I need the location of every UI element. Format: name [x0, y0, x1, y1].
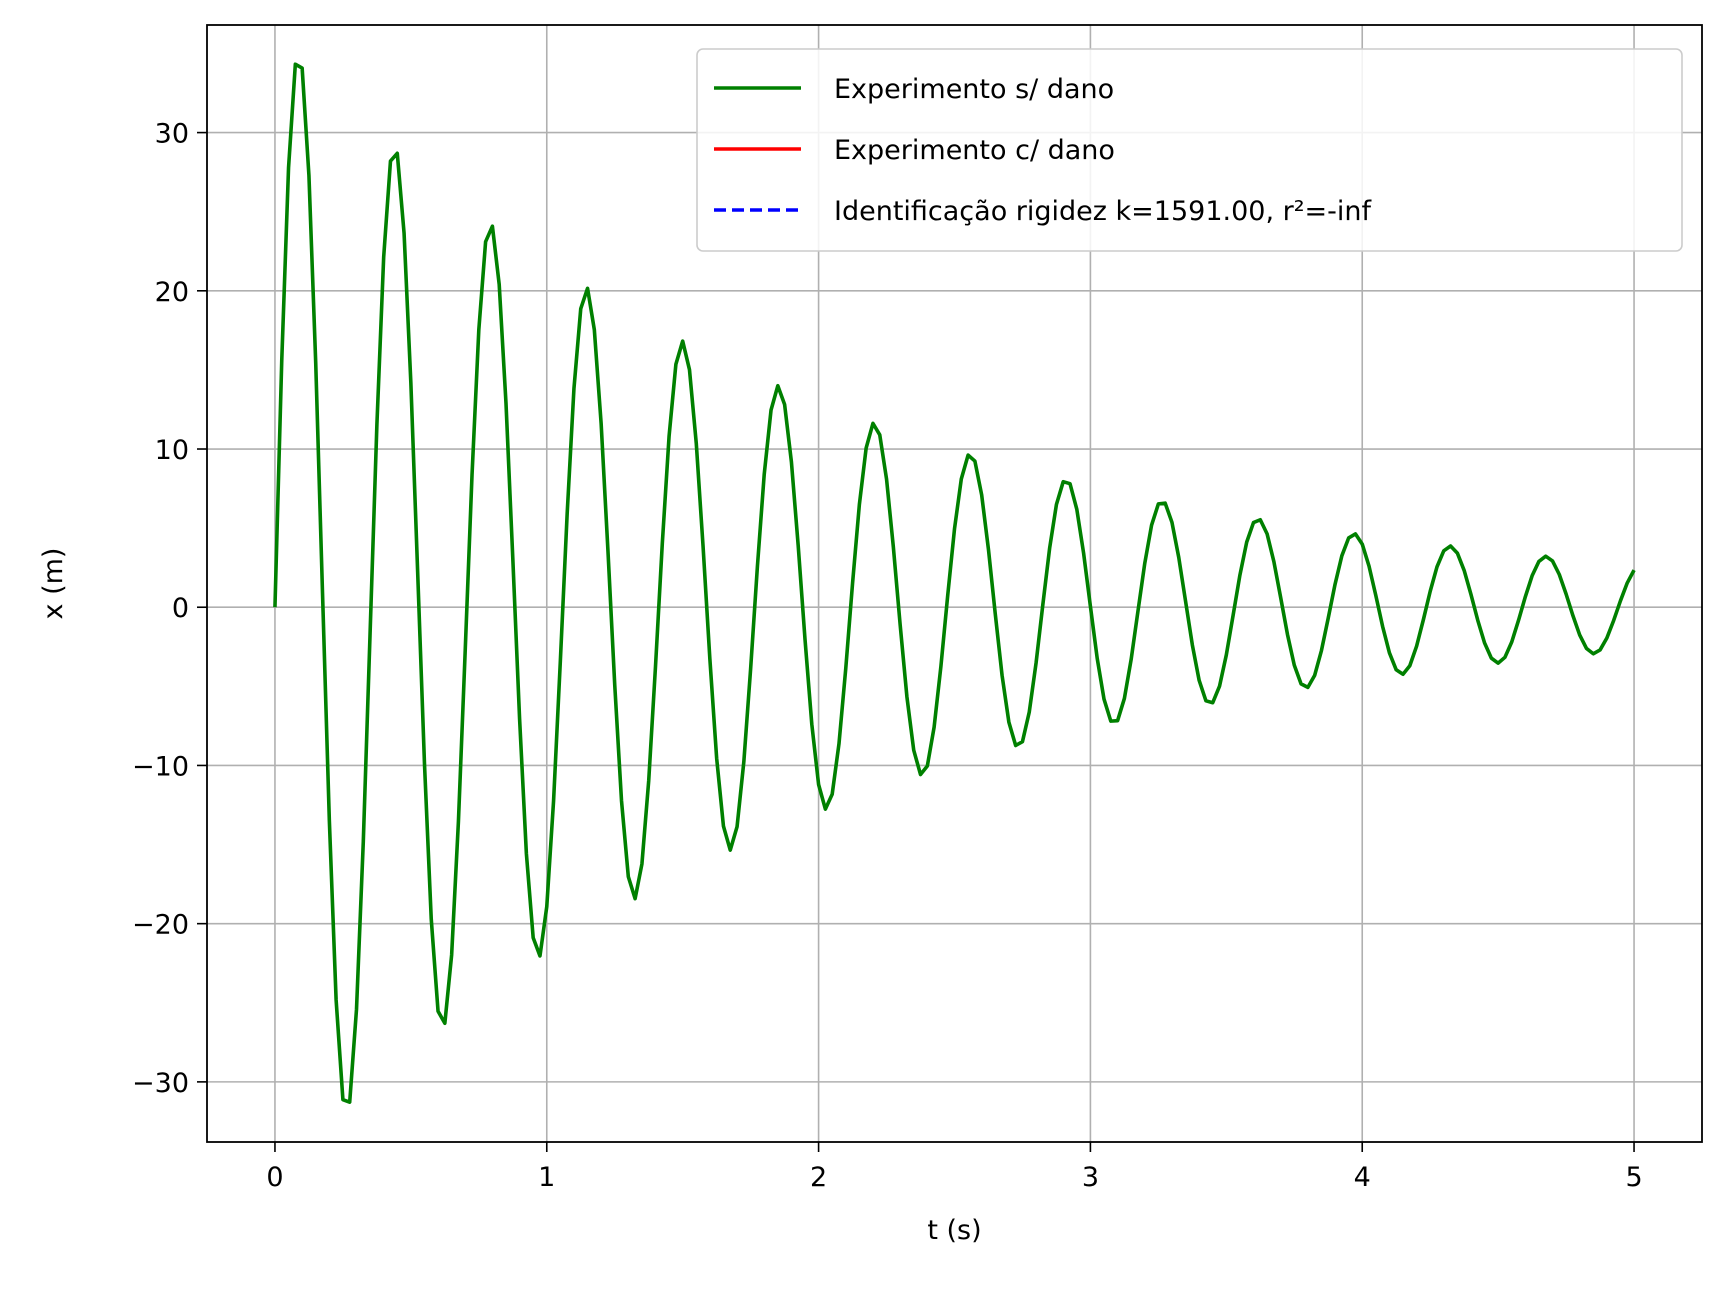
plot-frame [206, 24, 1703, 1143]
y-tick-label: −20 [132, 910, 189, 941]
legend-label: Identificação rigidez k=1591.00, r²=-inf [834, 196, 1373, 227]
x-axis: 0 1 2 3 4 5 [266, 1142, 1643, 1193]
x-tick-label: 0 [266, 1162, 283, 1193]
x-tick-label: 5 [1625, 1162, 1642, 1193]
x-tick-label: 2 [810, 1162, 827, 1193]
y-tick-label: 10 [155, 435, 189, 466]
legend-label: Experimento c/ dano [834, 135, 1115, 166]
series-line-0 [273, 62, 1636, 1104]
x-tick-label: 4 [1354, 1162, 1371, 1193]
x-axis-title: t (s) [927, 1215, 981, 1246]
y-axis: −30 −20 −10 0 10 20 30 [132, 119, 207, 1099]
legend-box [696, 48, 1683, 252]
y-axis-title: x (m) [38, 548, 69, 620]
legend: Experimento s/ dano Experimento c/ dano Id… [696, 48, 1683, 252]
y-tick-label: −30 [132, 1068, 189, 1099]
y-tick-label: 20 [155, 277, 189, 308]
x-tick-label: 1 [538, 1162, 555, 1193]
series-layer [273, 62, 1636, 1104]
y-tick-label: 0 [172, 593, 189, 624]
y-tick-label: 30 [155, 119, 189, 150]
y-tick-label: −10 [132, 751, 189, 782]
legend-label: Experimento s/ dano [834, 74, 1114, 105]
x-tick-label: 3 [1082, 1162, 1099, 1193]
